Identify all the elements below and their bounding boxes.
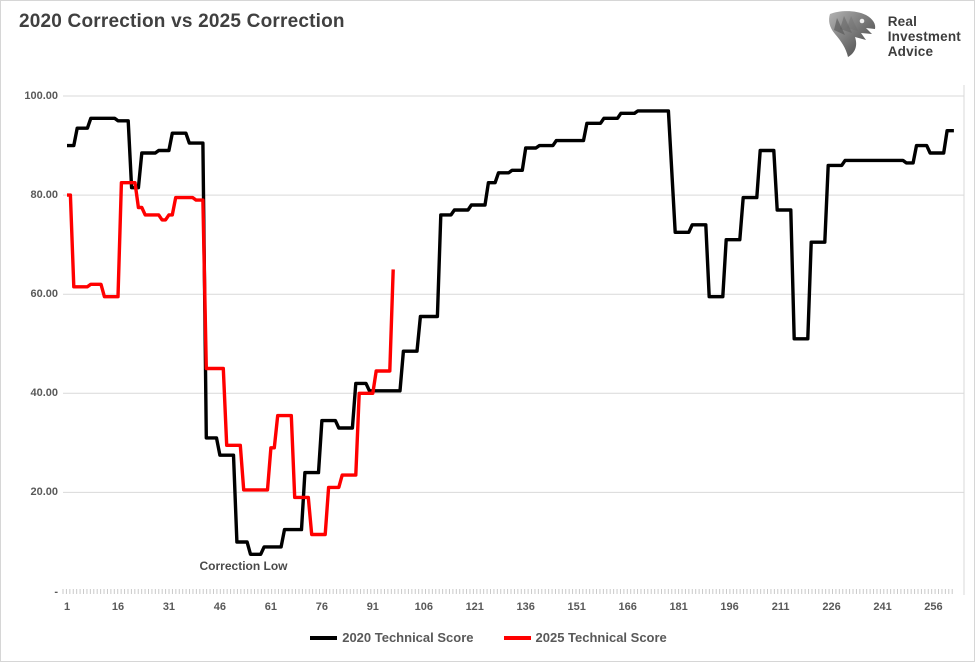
y-tick-label: - bbox=[54, 585, 58, 598]
legend-label-2020: 2020 Technical Score bbox=[342, 630, 474, 645]
x-tick-label: 181 bbox=[669, 601, 688, 613]
x-tick-label: 166 bbox=[618, 601, 637, 613]
x-tick-label: 1 bbox=[63, 601, 71, 613]
x-tick-label: 91 bbox=[366, 601, 379, 613]
brand-logo: Real Investment Advice bbox=[825, 10, 961, 63]
x-tick-label: 121 bbox=[465, 601, 484, 613]
x-tick-label: 136 bbox=[516, 601, 535, 613]
y-tick-label: 80.00 bbox=[30, 189, 58, 202]
y-tick-label: 20.00 bbox=[30, 486, 58, 499]
brand-line-1: Real bbox=[887, 14, 918, 29]
x-tick-label: 226 bbox=[822, 601, 841, 613]
x-tick-label: 61 bbox=[264, 601, 277, 613]
legend-marker-2020 bbox=[310, 635, 338, 640]
legend-item-2025: 2025 Technical Score bbox=[503, 630, 667, 645]
x-axis-labels: 1 16 31 46 61 76 91 106 121 136 151 166 181 196 211 226… bbox=[1, 600, 974, 614]
legend: 2020 Technical Score 2025 Technical Scor… bbox=[1, 630, 974, 645]
brand-line-3: Advice bbox=[887, 44, 934, 59]
x-tick-label: 46 bbox=[213, 601, 227, 613]
x-tick-label: 106 bbox=[414, 601, 433, 613]
eagle-icon bbox=[825, 10, 881, 63]
page-title: 2020 Correction vs 2025 Correction bbox=[19, 11, 345, 32]
legend-label-2025: 2025 Technical Score bbox=[535, 630, 667, 645]
x-tick-label: 196 bbox=[720, 601, 739, 613]
y-tick-label: 40.00 bbox=[30, 387, 58, 400]
y-tick-label: 60.00 bbox=[30, 288, 58, 301]
annotation-correction-low: Correction Low bbox=[199, 558, 288, 573]
x-tick-label: 151 bbox=[567, 601, 586, 613]
brand-name: Real Investment Advice bbox=[888, 14, 961, 59]
x-tick-label: 31 bbox=[162, 601, 176, 613]
x-tick-label: 76 bbox=[315, 601, 328, 613]
series-line-2020 bbox=[67, 109, 954, 556]
legend-item-2020: 2020 Technical Score bbox=[310, 630, 474, 645]
x-tick-label: 16 bbox=[111, 601, 125, 613]
y-tick-label: 100.00 bbox=[24, 90, 58, 102]
x-tick-label: 211 bbox=[771, 601, 790, 613]
brand-line-2: Investment bbox=[887, 29, 961, 44]
x-tick-label: 241 bbox=[873, 601, 892, 613]
x-tick-label: 256 bbox=[924, 601, 943, 613]
legend-marker-2025 bbox=[503, 635, 531, 640]
series-line-2025 bbox=[67, 181, 395, 537]
